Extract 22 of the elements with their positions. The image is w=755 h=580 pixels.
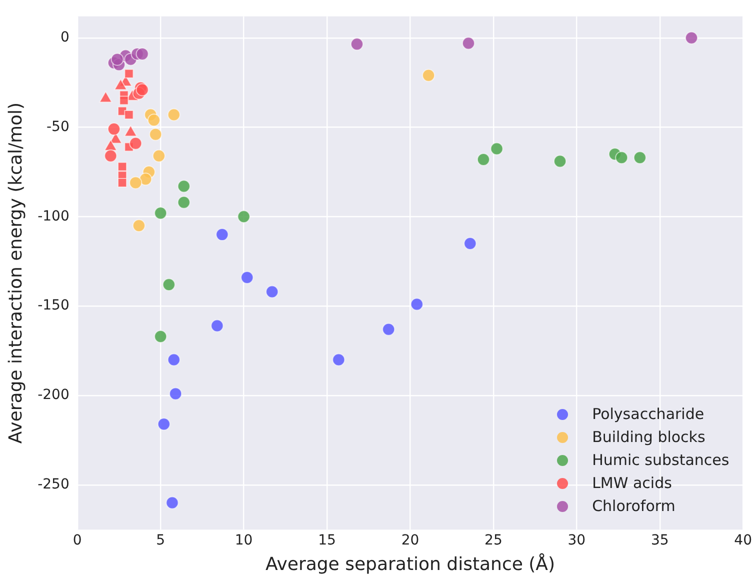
- x-tick-label: 20: [401, 532, 420, 549]
- legend-label: Chloroform: [592, 496, 676, 517]
- y-tick-label: -250: [38, 476, 70, 493]
- x-tick-label: 30: [568, 532, 586, 549]
- x-tick-label: 0: [72, 532, 82, 549]
- x-tick-label: 25: [484, 532, 502, 549]
- y-tick-label: -200: [38, 387, 70, 404]
- legend-label: Humic substances: [592, 450, 730, 471]
- y-tick-label: 0: [60, 30, 70, 46]
- x-axis-title: Average separation distance (Å): [265, 552, 555, 575]
- legend-label: Polysaccharide: [592, 404, 704, 425]
- y-tick-label: -50: [46, 118, 70, 135]
- legend-label: Building blocks: [592, 426, 706, 448]
- x-tick-label: 10: [234, 532, 253, 549]
- x-tick-label: 40: [734, 532, 752, 549]
- x-tick-label: 35: [650, 532, 669, 549]
- y-tick-label: -100: [38, 208, 70, 224]
- legend-label: LMW acids: [592, 472, 672, 494]
- y-axis-title: Average interaction energy (kcal/mol): [5, 102, 26, 444]
- y-tick-label: -150: [38, 298, 70, 314]
- x-tick-label: 15: [318, 532, 336, 549]
- x-tick-label: 5: [156, 532, 166, 549]
